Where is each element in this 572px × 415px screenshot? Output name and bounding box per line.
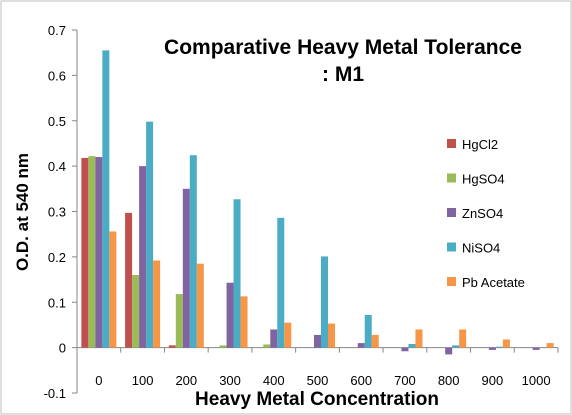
x-tick-label: 700 (394, 373, 416, 388)
bar-znso4 (314, 334, 321, 348)
x-tick-label: 900 (482, 373, 504, 388)
bar-hgso4 (175, 294, 183, 348)
legend-swatch (447, 173, 456, 183)
tick-labels: -0.1 0 0.1 0.2 0.3 0.4 0.5 0.6 0.7 0 100 200 300 400 5… (44, 23, 551, 401)
bar-pb-acetate (546, 343, 554, 348)
bar-niso4 (364, 314, 372, 348)
x-tick-label: 500 (307, 373, 329, 388)
bar-pb-acetate (240, 296, 248, 348)
legend: HgCl2 HgSO4 ZnSO4 NiSO4 Pb Acetate (447, 137, 525, 290)
y-tick-label: -0.1 (44, 386, 66, 401)
bar-pb-acetate (459, 329, 467, 348)
y-tick-label: 0.7 (48, 23, 66, 38)
bar-hgso4 (132, 275, 140, 348)
x-axis-title: Heavy Metal Concentration (195, 389, 439, 410)
bar-pb-acetate (284, 322, 292, 348)
x-tick-label: 100 (132, 373, 154, 388)
chart-title-line2: : M1 (322, 63, 364, 86)
x-tick-label: 600 (350, 373, 372, 388)
y-tick-label: 0.4 (48, 159, 66, 174)
bars-group (81, 50, 554, 355)
bar-hgcl2 (81, 157, 89, 348)
bar-znso4 (139, 166, 147, 348)
bar-znso4 (488, 347, 496, 350)
y-tick-label: 0 (59, 341, 66, 356)
bar-niso4 (321, 256, 328, 348)
legend-swatch (447, 277, 456, 286)
bar-znso4 (532, 347, 540, 350)
y-axis-title: O.D. at 540 nm (13, 153, 32, 271)
bar-niso4 (189, 155, 197, 348)
y-tick-label: 0.3 (48, 205, 66, 220)
bar-niso4 (233, 199, 241, 348)
bar-hgso4 (219, 345, 227, 348)
bar-znso4 (357, 343, 365, 348)
legend-swatch (447, 139, 456, 148)
x-tick-label: 400 (263, 373, 285, 388)
legend-label: Pb Acetate (462, 275, 525, 290)
x-tick-label: 200 (175, 373, 197, 388)
bar-niso4 (146, 121, 154, 348)
y-tick-label: 0.1 (48, 295, 66, 310)
legend-label: ZnSO4 (462, 206, 503, 221)
bar-pb-acetate (328, 323, 335, 348)
legend-swatch (447, 208, 456, 217)
bar-niso4 (408, 343, 416, 348)
chart-title-line1: Comparative Heavy Metal Tolerance (164, 36, 522, 59)
legend-label: HgCl2 (462, 137, 498, 152)
x-tick-label: 800 (438, 373, 460, 388)
y-tick-label: 0.6 (48, 68, 66, 83)
x-tick-label: 1000 (522, 373, 551, 388)
bar-znso4 (401, 347, 409, 352)
bar-znso4 (95, 157, 103, 348)
bar-pb-acetate (415, 329, 423, 348)
y-tick-label: 0.2 (48, 250, 66, 265)
legend-label: NiSO4 (462, 241, 500, 256)
bar-niso4 (452, 345, 460, 348)
bar-pb-acetate (502, 339, 510, 348)
bar-niso4 (277, 217, 285, 348)
bar-znso4 (182, 188, 190, 348)
bar-hgcl2 (125, 212, 133, 348)
bar-niso4 (102, 50, 110, 348)
y-tick-label: 0.5 (48, 114, 66, 129)
bar-znso4 (270, 329, 278, 348)
bar-pb-acetate (371, 334, 379, 348)
x-tick-label: 0 (95, 373, 102, 388)
bar-znso4 (445, 347, 453, 355)
bar-pb-acetate (196, 263, 204, 348)
legend-swatch (447, 242, 456, 252)
legend-label: HgSO4 (462, 172, 505, 187)
bar-znso4 (226, 282, 234, 348)
bar-pb-acetate (153, 260, 161, 348)
bar-niso4 (495, 346, 503, 348)
bar-hgso4 (88, 156, 96, 348)
bar-hgcl2 (168, 345, 176, 348)
bar-pb-acetate (109, 231, 117, 348)
bar-hgso4 (263, 344, 271, 348)
x-tick-label: 300 (219, 373, 241, 388)
